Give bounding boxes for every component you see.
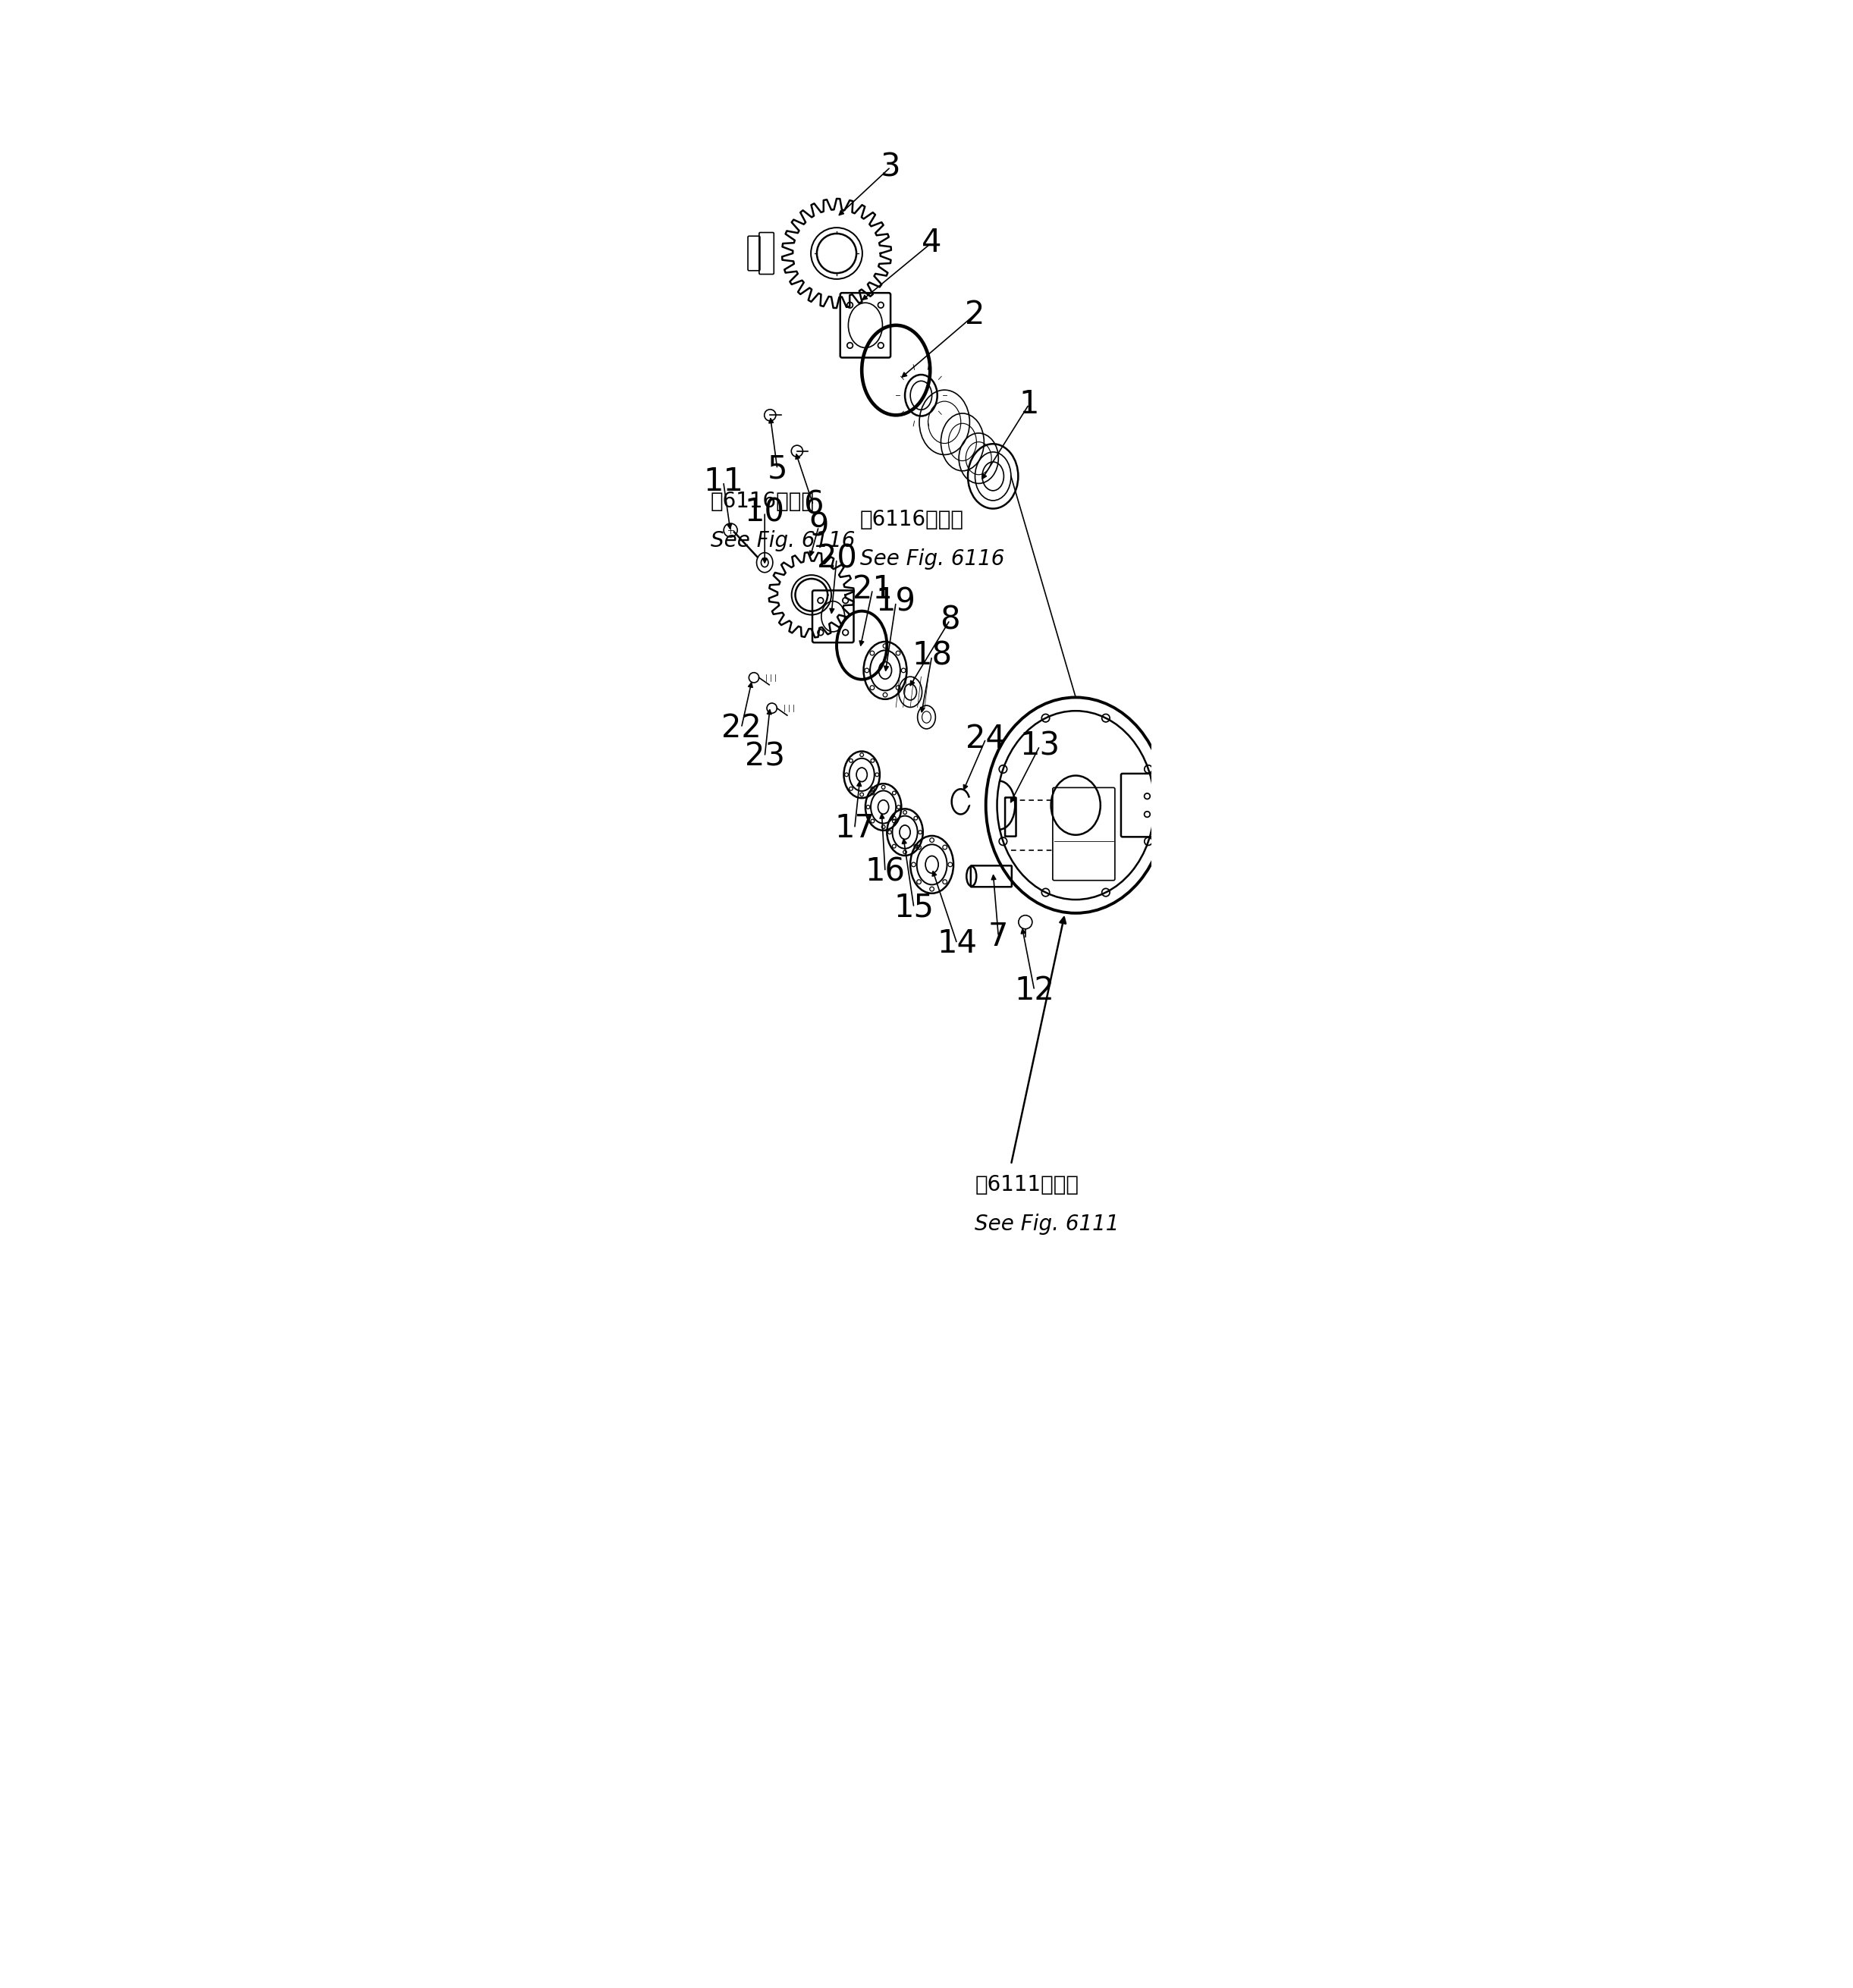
Text: 18: 18	[912, 640, 952, 672]
Text: 5: 5	[767, 453, 788, 485]
Text: 第6111図参照: 第6111図参照	[975, 1175, 1078, 1195]
Text: 10: 10	[745, 497, 786, 529]
Text: 16: 16	[865, 855, 906, 889]
Text: 14: 14	[938, 928, 977, 960]
Text: 1: 1	[1019, 388, 1040, 419]
Text: 9: 9	[808, 511, 828, 543]
Text: See Fig. 6111: See Fig. 6111	[975, 1213, 1119, 1235]
Text: 19: 19	[876, 586, 915, 618]
Text: 12: 12	[1014, 974, 1054, 1006]
Text: 6: 6	[802, 489, 823, 521]
Text: 7: 7	[988, 920, 1008, 952]
Text: 8: 8	[939, 604, 960, 636]
Text: 23: 23	[745, 742, 786, 773]
Text: 22: 22	[721, 712, 762, 744]
Text: 2: 2	[965, 298, 986, 330]
Text: 21: 21	[852, 575, 893, 606]
Text: 第6116図参照: 第6116図参照	[712, 491, 815, 513]
Text: See Fig. 6116: See Fig. 6116	[860, 549, 1004, 571]
Text: See Fig. 6116: See Fig. 6116	[712, 531, 856, 553]
Text: 4: 4	[921, 227, 941, 258]
Text: 3: 3	[880, 151, 901, 183]
Text: 第6116図参照: 第6116図参照	[860, 509, 964, 531]
Text: 15: 15	[893, 893, 934, 924]
Text: 17: 17	[834, 813, 875, 845]
Text: 20: 20	[817, 543, 856, 575]
Text: 13: 13	[1019, 730, 1060, 761]
Text: 11: 11	[704, 465, 743, 497]
Text: 24: 24	[965, 724, 1006, 755]
